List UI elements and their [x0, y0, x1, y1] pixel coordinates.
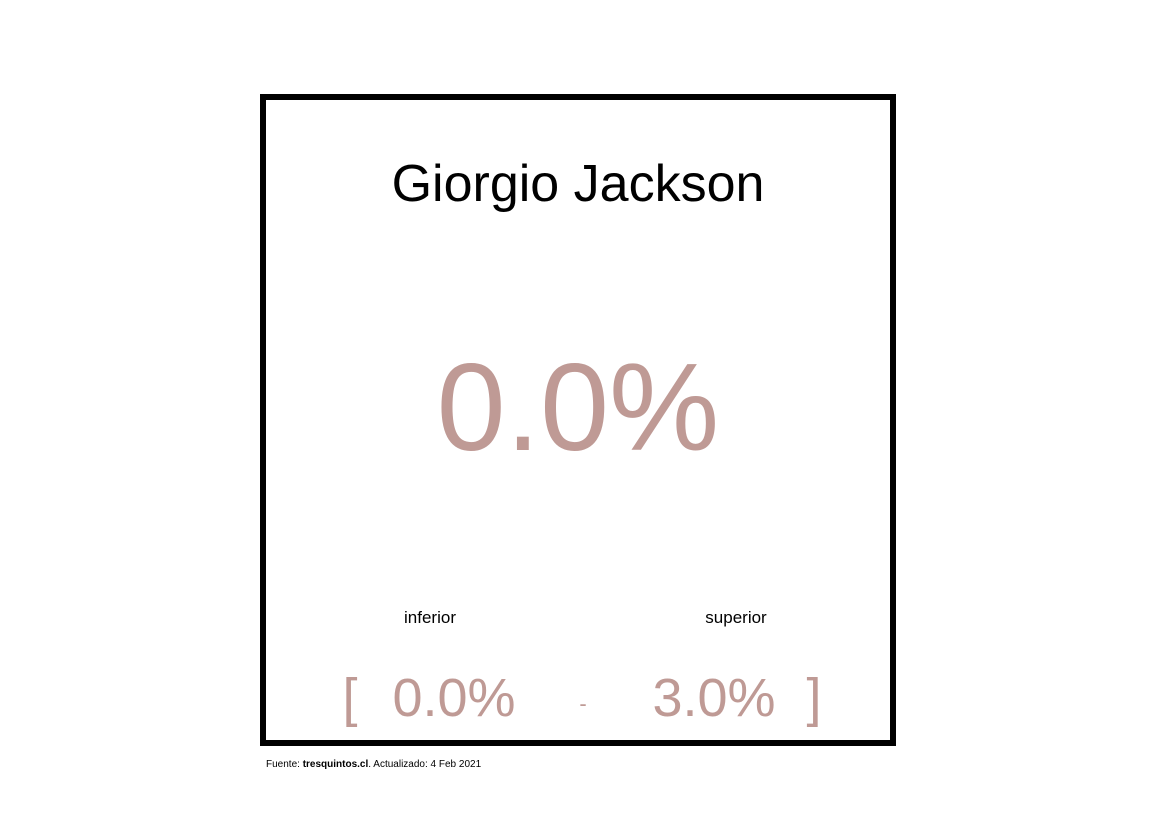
lower-bound-value: 0.0%	[392, 668, 516, 728]
updated-text: . Actualizado: 4 Feb 2021	[368, 759, 482, 770]
range-open-bracket: [	[342, 668, 358, 728]
range-separator: -	[579, 691, 587, 716]
main-percentage: 0.0%	[436, 339, 720, 477]
upper-bound-value: 3.0%	[652, 668, 776, 728]
candidate-name: Giorgio Jackson	[391, 155, 765, 213]
upper-bound-label: superior	[705, 608, 767, 627]
source-site: tresquintos.cl	[302, 759, 369, 770]
range-close-bracket: ]	[806, 668, 822, 728]
source-footer: Fuente: tresquintos.cl. Actualizado: 4 F…	[266, 758, 481, 772]
result-card: Giorgio Jackson 0.0% inferior superior […	[260, 94, 896, 746]
lower-bound-label: inferior	[404, 608, 456, 627]
source-prefix: Fuente:	[266, 759, 300, 770]
